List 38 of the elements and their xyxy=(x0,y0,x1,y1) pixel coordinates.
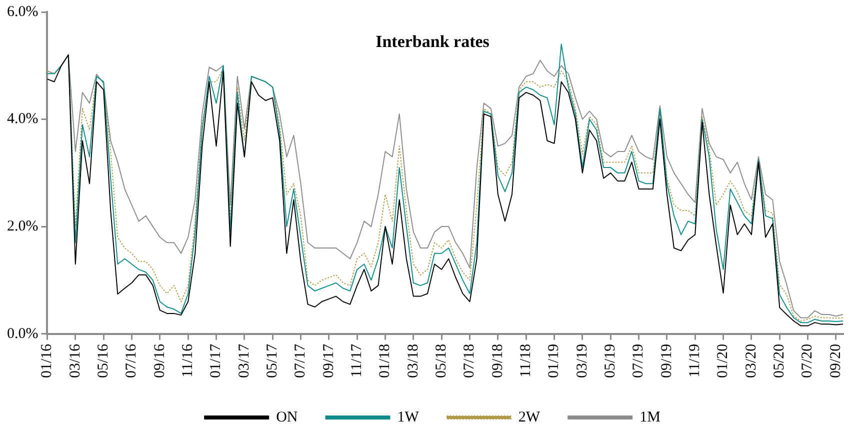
x-tick-label: 11/16 xyxy=(180,343,196,378)
x-tick-label: 01/19 xyxy=(546,344,562,378)
text: Interbank rates xyxy=(374,32,490,52)
x-tick-label: 03/20 xyxy=(743,344,760,378)
x-tick-label: 07/19 xyxy=(630,344,647,378)
y-tick-label: 6.0% xyxy=(6,4,38,20)
x-tick-label: 11/18 xyxy=(518,344,534,378)
x-tick-label: 03/17 xyxy=(236,343,252,378)
x-tick-label: 01/17 xyxy=(208,343,224,378)
y-tick-label: 4.0% xyxy=(6,111,38,128)
x-tick-label: 07/16 xyxy=(124,343,140,378)
x-tick-label: 03/16 xyxy=(67,343,84,378)
x-tick-label: 09/18 xyxy=(490,344,506,378)
x-tick-label: 07/17 xyxy=(292,343,309,378)
x-tick-label: 01/16 xyxy=(39,343,56,378)
x-tick-label: 07/18 xyxy=(462,344,478,378)
x-tick-label: 05/20 xyxy=(772,344,788,378)
y-tick-label: 2.0% xyxy=(6,218,38,234)
legend-label: 2W xyxy=(518,409,541,426)
x-tick-label: 09/17 xyxy=(320,343,337,378)
y-tick-label: 0.0% xyxy=(6,326,38,342)
x-tick-label: 11/19 xyxy=(687,344,704,378)
x-tick-label: 03/19 xyxy=(574,344,590,378)
x-tick-label: 07/20 xyxy=(800,344,816,378)
x-tick-label: 05/17 xyxy=(264,343,281,378)
x-tick-label: 05/19 xyxy=(602,344,619,378)
x-tick-label: 09/16 xyxy=(152,343,168,378)
x-tick-label: 03/18 xyxy=(405,344,422,378)
x-tick-label: 05/18 xyxy=(434,344,450,378)
legend-label: 1W xyxy=(397,409,420,426)
legend-label: 1M xyxy=(640,409,660,426)
legend-label: ON xyxy=(276,409,298,426)
x-tick-label: 09/19 xyxy=(658,344,675,378)
x-tick-label: 01/20 xyxy=(715,344,732,378)
x-tick-label: 11/17 xyxy=(349,343,366,378)
x-tick-label: 05/16 xyxy=(96,343,112,378)
x-tick-label: 01/18 xyxy=(377,344,394,378)
x-tick-label: 09/20 xyxy=(828,344,844,378)
